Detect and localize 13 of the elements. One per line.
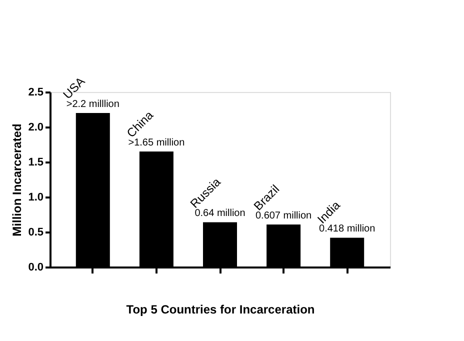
x-axis-title: Top 5 Countries for Incarceration <box>126 302 315 316</box>
data-label: 0.418 million <box>319 224 376 235</box>
y-tick-label: 1.0 <box>28 192 44 204</box>
data-label: 0.64 million <box>194 208 246 220</box>
y-tick-label: 2.5 <box>28 86 44 98</box>
data-label: 0.607 million <box>255 210 312 222</box>
y-tick-label: 0.0 <box>28 262 44 274</box>
y-tick-label: 2.0 <box>28 122 44 134</box>
y-tick-label: 1.5 <box>28 156 44 168</box>
data-label: >1.65 million <box>128 138 185 148</box>
y-axis-title: Million Incarcerated <box>10 124 24 236</box>
y-tick-label: 0.5 <box>28 226 44 238</box>
data-label: >2.2 milllion <box>66 99 120 110</box>
